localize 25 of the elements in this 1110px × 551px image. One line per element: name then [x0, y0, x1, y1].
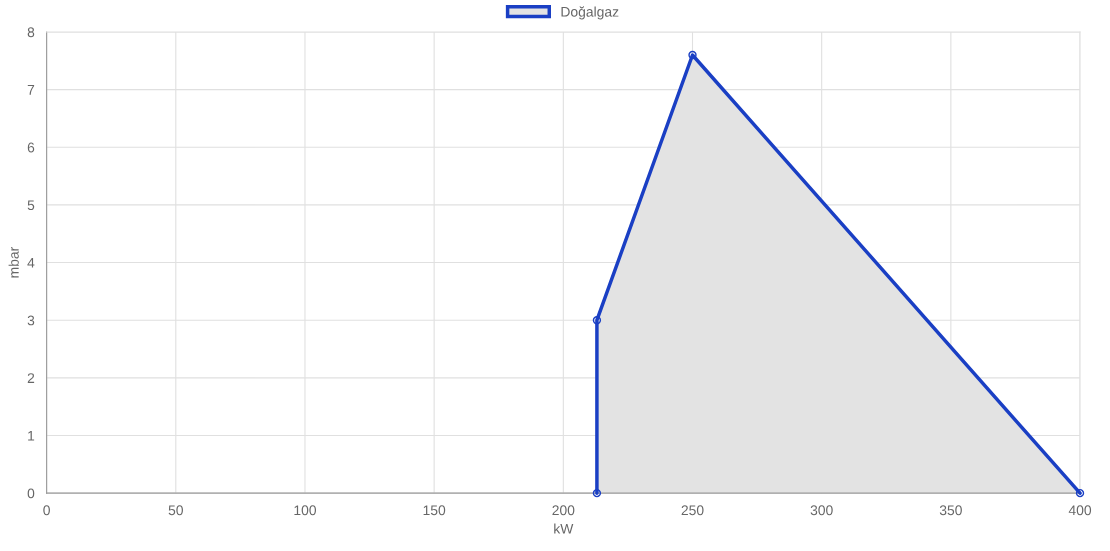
y-tick-label: 5 [27, 200, 35, 211]
x-tick-label: 250 [681, 505, 704, 516]
y-tick-label: 0 [27, 488, 35, 499]
x-tick-label: 50 [168, 505, 183, 516]
legend-label: Doğalgaz [561, 6, 619, 20]
x-tick-label: 400 [1068, 505, 1092, 516]
y-axis-title: mbar [8, 246, 19, 278]
x-tick-label: 150 [423, 505, 446, 516]
x-tick-label: 350 [939, 505, 962, 516]
x-tick-label: 200 [552, 505, 575, 516]
y-tick-label: 6 [27, 142, 35, 153]
y-tick-label: 3 [27, 315, 35, 326]
x-tick-label: 100 [294, 505, 317, 516]
y-tick-label: 7 [27, 85, 35, 95]
point [688, 50, 697, 60]
x-tick-label: 0 [43, 505, 50, 516]
point [592, 316, 602, 325]
y-tick-label: 1 [28, 430, 35, 441]
y-tick-label: 4 [27, 258, 35, 268]
x-tick-label: 300 [810, 505, 833, 516]
x-axis-title: kW [554, 523, 574, 534]
y-tick-label: 8 [27, 27, 35, 38]
point [592, 488, 602, 498]
y-tick-label: 2 [27, 373, 35, 383]
point [1075, 488, 1085, 498]
